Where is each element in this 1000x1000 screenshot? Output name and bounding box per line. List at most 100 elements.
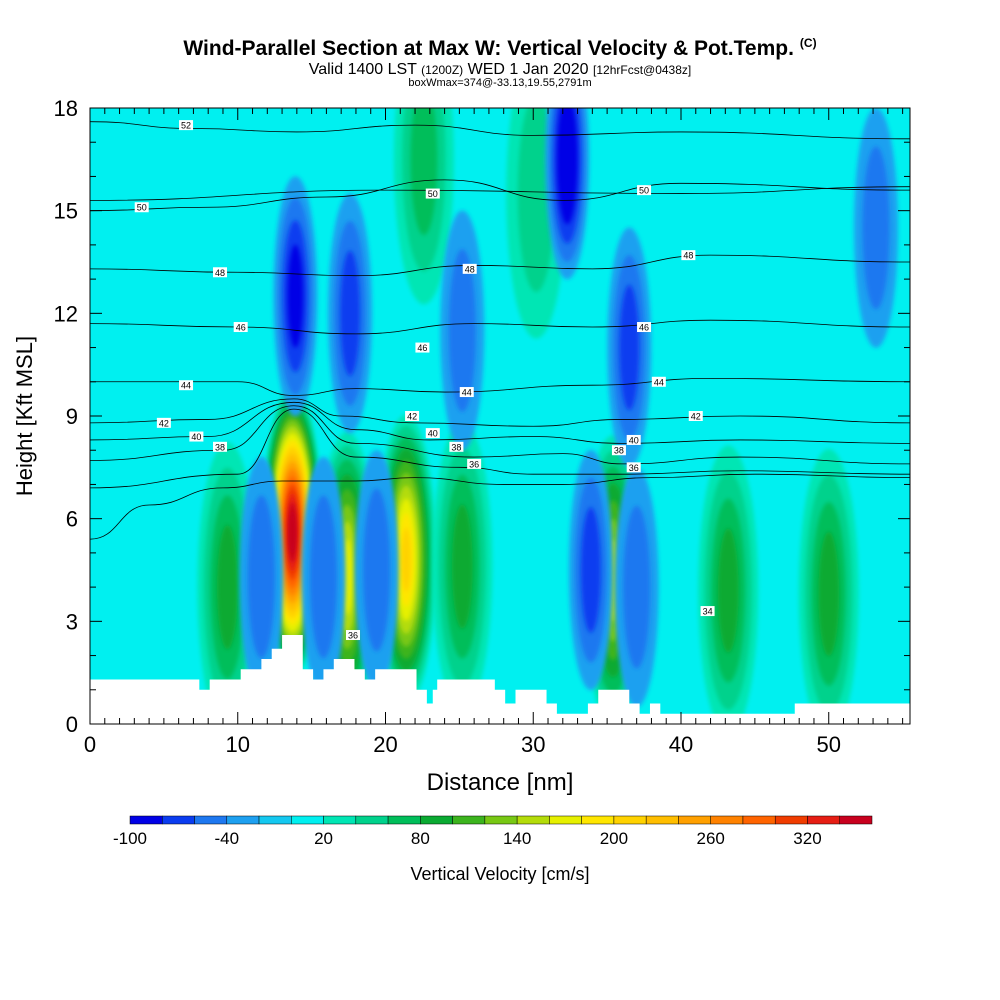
cell-band xyxy=(216,524,238,650)
contour-label-text: 36 xyxy=(629,463,639,473)
valid-time: Valid 1400 LST xyxy=(308,61,417,78)
isentrope-36 xyxy=(90,408,910,489)
contour-label: 38 xyxy=(213,441,228,452)
contour-label-text: 36 xyxy=(469,459,479,469)
isentrope-38 xyxy=(90,405,910,465)
y-tick-label: 6 xyxy=(66,507,78,532)
contour-label-text: 46 xyxy=(639,323,649,333)
colorbar-swatch xyxy=(129,815,163,825)
velocity-cell-5 xyxy=(197,442,258,724)
x-tick-label: 50 xyxy=(816,732,840,757)
y-tick-label: 18 xyxy=(54,96,78,121)
contour-label: 42 xyxy=(688,411,703,422)
contour-label: 46 xyxy=(233,322,248,333)
contour-label-text: 40 xyxy=(428,429,438,439)
x-tick-label: 10 xyxy=(226,732,250,757)
cell-band xyxy=(340,250,360,377)
contour-label: 38 xyxy=(449,441,464,452)
colorbar-tick-label: 20 xyxy=(314,829,333,848)
contour-label: 40 xyxy=(189,431,204,442)
contour-label-text: 42 xyxy=(407,412,417,422)
contour-label-text: 38 xyxy=(614,446,624,456)
contour-label: 48 xyxy=(681,250,696,261)
cell-band xyxy=(717,528,739,653)
isentrope-42 xyxy=(90,398,910,427)
contour-label: 48 xyxy=(462,263,477,274)
colorbar-tick-label: 80 xyxy=(411,829,430,848)
colorbar-swatch xyxy=(355,815,389,825)
contour-label: 50 xyxy=(134,202,149,213)
colorbar-swatch xyxy=(581,815,615,825)
contour-label-text: 46 xyxy=(236,323,246,333)
contour-label: 42 xyxy=(156,417,171,428)
contour-label: 42 xyxy=(405,411,420,422)
isentrope-52 xyxy=(90,121,910,140)
colorbar-tick-label: 320 xyxy=(793,829,821,848)
colorbar-swatch xyxy=(258,815,292,825)
velocity-cell-18 xyxy=(328,193,373,434)
x-tick-label: 20 xyxy=(373,732,397,757)
contour-label-text: 44 xyxy=(654,377,664,387)
colorbar-swatch xyxy=(807,815,840,825)
y-tick-label: 15 xyxy=(54,199,78,224)
y-tick-label: 3 xyxy=(66,609,78,634)
colorbar-swatch xyxy=(291,815,324,825)
x-tick-label: 40 xyxy=(669,732,693,757)
colorbar-swatch xyxy=(226,815,260,825)
contour-label: 36 xyxy=(467,458,482,469)
copyright-mark: (C) xyxy=(799,36,817,50)
contour-label: 44 xyxy=(459,387,474,398)
contour-label: 50 xyxy=(637,185,652,196)
y-tick-label: 0 xyxy=(66,712,78,737)
contour-label: 40 xyxy=(626,434,641,445)
colorbar-swatch xyxy=(484,815,518,825)
colorbar-swatch xyxy=(839,815,873,825)
contour-label-text: 50 xyxy=(428,189,438,199)
y-axis-label: Height [Kft MSL] xyxy=(12,336,37,496)
colorbar-swatch xyxy=(387,815,421,825)
y-tick-label: 12 xyxy=(54,301,78,326)
contour-label-text: 40 xyxy=(629,435,639,445)
contour-label: 50 xyxy=(425,188,440,199)
colorbar-swatch xyxy=(678,815,711,825)
cell-band xyxy=(289,511,295,553)
velocity-cell-19 xyxy=(440,210,485,451)
cell-band xyxy=(363,488,391,652)
x-axis-label: Distance [nm] xyxy=(427,769,574,796)
colorbar-swatch xyxy=(420,815,453,825)
velocity-cell-15 xyxy=(614,467,659,708)
contour-label: 36 xyxy=(626,462,641,473)
velocity-cell-7 xyxy=(698,445,759,724)
cell-band xyxy=(818,531,840,657)
x-tick-label: 30 xyxy=(521,732,545,757)
velocity-cell-12 xyxy=(301,456,346,697)
contour-label-text: 46 xyxy=(417,343,427,353)
isentrope-44 xyxy=(90,377,910,396)
forecast-info: [12hrFcst@0438z] xyxy=(593,63,692,77)
x-tick-label: 0 xyxy=(84,732,96,757)
y-tick-label: 9 xyxy=(66,404,78,429)
contour-label: 46 xyxy=(415,342,430,353)
contour-label-text: 44 xyxy=(181,381,191,391)
plot-area: 52 50 50 50 48 48 48 46 46 46 44 44 44 42 42 42 40 40 40 38… xyxy=(90,108,910,724)
utc-time: (1200Z) xyxy=(421,63,464,77)
contour-label-text: 44 xyxy=(462,388,472,398)
title-main: Wind-Parallel Section at Max W: Vertical… xyxy=(183,37,794,60)
contour-label: 44 xyxy=(179,380,194,391)
isentrope-50 xyxy=(90,179,910,212)
velocity-cell-17 xyxy=(273,176,318,417)
cell-band xyxy=(862,146,890,310)
isentrope-34-boundary xyxy=(90,473,910,540)
colorbar-tick-label: -40 xyxy=(214,829,239,848)
chart-title: Wind-Parallel Section at Max W: Vertical… xyxy=(0,36,1000,61)
colorbar-tick-label: 260 xyxy=(697,829,725,848)
box-wmax-info: boxWmax=374@-33.13,19.55,2791m xyxy=(408,77,592,89)
colorbar-swatch xyxy=(162,815,195,825)
isentrope-40 xyxy=(90,401,910,444)
contour-label: 48 xyxy=(213,267,228,278)
colorbar-tick-label: 200 xyxy=(600,829,628,848)
cell-band xyxy=(448,249,476,412)
cell-band xyxy=(287,244,304,348)
colorbar-swatch xyxy=(774,815,808,825)
